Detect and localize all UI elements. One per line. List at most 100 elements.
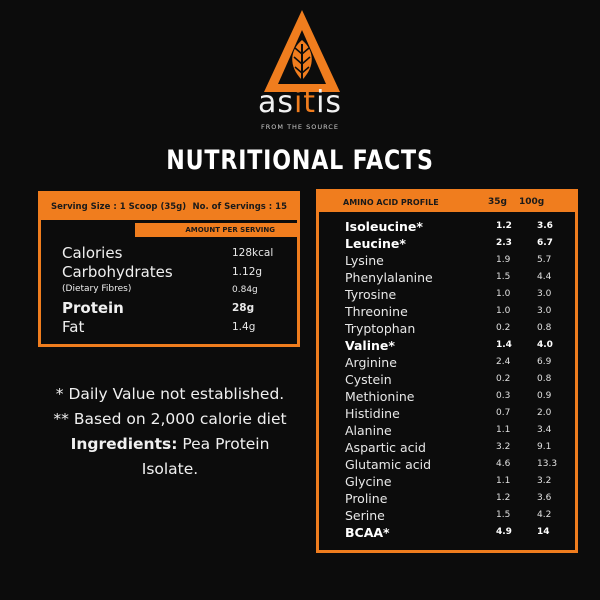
amino-value-100g: 3.6 — [537, 221, 553, 231]
amino-value-35g: 4.9 — [496, 527, 512, 537]
daily-value-note: * Daily Value not established. — [55, 385, 285, 403]
amino-name: Arginine — [345, 355, 397, 370]
nutrition-row-dietary-fibres: (Dietary Fibres) 0.84g — [62, 282, 292, 299]
amino-name: Histidine — [345, 406, 400, 421]
nutrient-label: (Dietary Fibres) — [62, 284, 132, 294]
servings-count: No. of Servings : 15 — [192, 202, 287, 212]
amino-value-100g: 0.8 — [537, 374, 552, 384]
amino-value-35g: 1.4 — [496, 340, 512, 350]
page-title: NUTRITIONAL FACTS — [166, 145, 434, 176]
nutrient-value: 1.4g — [232, 321, 256, 333]
amino-name: Tyrosine — [345, 287, 397, 302]
amino-value-100g: 3.0 — [537, 289, 552, 299]
nutrient-label: Fat — [62, 318, 85, 336]
ingredients-line: Ingredients: Pea Protein Isolate. — [40, 432, 300, 482]
amino-value-35g: 0.2 — [496, 323, 511, 333]
amino-name: Leucine* — [345, 236, 406, 251]
amino-header-35g: 35g — [488, 197, 507, 207]
amino-name: Cystein — [345, 372, 392, 387]
amino-header-100g: 100g — [519, 197, 545, 207]
amino-acid-panel: AMINO ACID PROFILE 35g 100g Isoleucine* 1… — [316, 189, 578, 553]
serving-header: Serving Size : 1 Scoop (35g) No. of Serv… — [41, 194, 297, 220]
amino-row: Isoleucine* 1.2 3.6 — [345, 219, 575, 236]
amino-value-100g: 0.9 — [537, 391, 552, 401]
amino-value-100g: 3.2 — [537, 476, 552, 486]
amino-value-100g: 0.8 — [537, 323, 552, 333]
amino-value-35g: 2.4 — [496, 357, 511, 367]
nutrient-label: Carbohydrates — [62, 263, 173, 281]
amino-value-35g: 0.3 — [496, 391, 511, 401]
amino-name: Valine* — [345, 338, 395, 353]
brand-name-highlight: it — [293, 85, 317, 120]
amino-header: AMINO ACID PROFILE 35g 100g — [319, 192, 575, 212]
amino-value-100g: 13.3 — [537, 459, 558, 469]
amino-row: Serine 1.5 4.2 — [345, 508, 575, 525]
amino-name: Tryptophan — [345, 321, 416, 336]
calorie-diet-note: ** Based on 2,000 calorie diet — [53, 410, 287, 428]
amino-row: Arginine 2.4 6.9 — [345, 355, 575, 372]
ingredients-value: Pea Protein Isolate. — [141, 435, 270, 478]
nutrition-rows: Calories 128kcal Carbohydrates 1.12g (Di… — [62, 244, 292, 337]
amino-value-35g: 1.2 — [496, 221, 512, 231]
amino-value-100g: 14 — [537, 527, 550, 537]
amino-value-35g: 1.5 — [496, 272, 511, 282]
amino-name: Methionine — [345, 389, 415, 404]
amino-value-35g: 3.2 — [496, 442, 511, 452]
amino-value-100g: 4.2 — [537, 510, 552, 520]
amino-row: Proline 1.2 3.6 — [345, 491, 575, 508]
amino-value-100g: 6.9 — [537, 357, 552, 367]
nutrition-row-protein: Protein 28g — [62, 299, 292, 318]
amino-value-100g: 6.7 — [537, 238, 553, 248]
amino-name: Glutamic acid — [345, 457, 432, 472]
amino-row: Glycine 1.1 3.2 — [345, 474, 575, 491]
amino-value-35g: 4.6 — [496, 459, 511, 469]
leaf-triangle-logo-icon — [264, 10, 340, 92]
amino-name: BCAA* — [345, 525, 390, 540]
amino-value-100g: 3.6 — [537, 493, 552, 503]
amino-value-100g: 9.1 — [537, 442, 552, 452]
amino-header-title: AMINO ACID PROFILE — [343, 198, 439, 207]
brand-name-prefix: as — [257, 85, 294, 120]
amino-name: Lysine — [345, 253, 384, 268]
amino-row: Valine* 1.4 4.0 — [345, 338, 575, 355]
amino-value-100g: 4.0 — [537, 340, 553, 350]
amino-value-35g: 1.0 — [496, 289, 511, 299]
amino-value-35g: 0.7 — [496, 408, 511, 418]
amino-value-35g: 0.2 — [496, 374, 511, 384]
amino-row: BCAA* 4.9 14 — [345, 525, 575, 542]
amino-value-100g: 3.0 — [537, 306, 552, 316]
amino-name: Aspartic acid — [345, 440, 426, 455]
amino-row: Phenylalanine 1.5 4.4 — [345, 270, 575, 287]
amino-name: Proline — [345, 491, 388, 506]
amino-row: Aspartic acid 3.2 9.1 — [345, 440, 575, 457]
amino-value-100g: 2.0 — [537, 408, 552, 418]
nutrition-row-calories: Calories 128kcal — [62, 244, 292, 263]
amino-value-100g: 4.4 — [537, 272, 552, 282]
brand-name: asitis — [0, 88, 600, 118]
nutrient-value: 1.12g — [232, 266, 263, 278]
serving-size: Serving Size : 1 Scoop (35g) — [51, 202, 187, 212]
footnotes: * Daily Value not established. ** Based … — [40, 382, 300, 482]
nutrient-value: 128kcal — [232, 247, 274, 259]
nutrient-value: 28g — [232, 302, 255, 314]
brand-name-suffix: is — [316, 85, 343, 120]
amino-value-100g: 5.7 — [537, 255, 552, 265]
amino-value-100g: 3.4 — [537, 425, 552, 435]
amino-row: Lysine 1.9 5.7 — [345, 253, 575, 270]
amino-value-35g: 1.5 — [496, 510, 511, 520]
amount-per-serving-label: AMOUNT PER SERVING — [135, 223, 297, 237]
amino-name: Serine — [345, 508, 385, 523]
nutrition-facts-panel: Serving Size : 1 Scoop (35g) No. of Serv… — [38, 191, 300, 347]
amino-value-35g: 1.1 — [496, 425, 511, 435]
amino-row: Alanine 1.1 3.4 — [345, 423, 575, 440]
amino-name: Threonine — [345, 304, 408, 319]
amino-list: Isoleucine* 1.2 3.6 Leucine* 2.3 6.7 Lysine 1… — [345, 219, 575, 542]
nutrient-label: Protein — [62, 299, 124, 317]
amino-value-35g: 1.0 — [496, 306, 511, 316]
amino-value-35g: 1.9 — [496, 255, 511, 265]
amino-row: Histidine 0.7 2.0 — [345, 406, 575, 423]
amino-row: Cystein 0.2 0.8 — [345, 372, 575, 389]
amino-value-35g: 2.3 — [496, 238, 512, 248]
amino-row: Tryptophan 0.2 0.8 — [345, 321, 575, 338]
amino-row: Methionine 0.3 0.9 — [345, 389, 575, 406]
